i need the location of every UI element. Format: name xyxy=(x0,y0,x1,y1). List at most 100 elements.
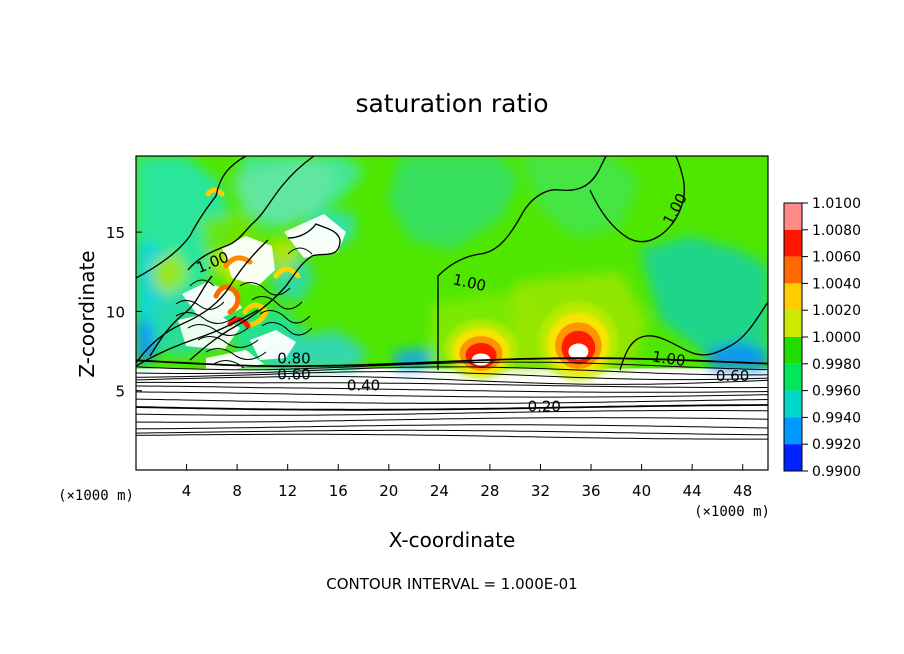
x-tick-label-48: 48 xyxy=(733,482,752,500)
contour-label-8: 0.20 xyxy=(528,397,561,415)
cloud-contour-6 xyxy=(239,281,291,296)
colorbar-segment-0 xyxy=(784,203,802,230)
colorbar-label-9: 0.9920 xyxy=(812,437,861,453)
colorbar-segment-1 xyxy=(784,229,802,257)
colorbar-segment-8 xyxy=(784,417,802,445)
contour-label-5: 0.60 xyxy=(277,366,310,384)
plot-area xyxy=(135,155,769,471)
cloud-color-detail-1 xyxy=(242,302,269,328)
x-tick-label-32: 32 xyxy=(531,482,550,500)
x-tick-label-44: 44 xyxy=(683,482,702,500)
horizontal-contour-11 xyxy=(136,417,768,423)
x-tick-label-16: 16 xyxy=(329,482,348,500)
colorbar-label-2: 1.0060 xyxy=(812,250,861,266)
heatmap-field xyxy=(136,156,768,470)
contour-label-4: 0.80 xyxy=(277,350,310,368)
x-tick-label-24: 24 xyxy=(430,482,449,500)
contour-line-2 xyxy=(149,275,213,357)
horizontal-contour-3 xyxy=(136,371,768,381)
horizontal-contour-5 xyxy=(136,381,768,389)
colorbar-segment-6 xyxy=(784,363,802,391)
hotspot-left xyxy=(444,319,519,380)
cloud-white-3 xyxy=(178,312,240,350)
x-tick-label-12: 12 xyxy=(278,482,297,500)
x-axis-title: X-coordinate xyxy=(389,528,516,552)
horizontal-contour-9 xyxy=(136,404,768,411)
cloud-contour-7 xyxy=(251,295,303,310)
color-field-blobs xyxy=(136,156,768,370)
contour-line-7 xyxy=(136,239,269,364)
contour-line-1 xyxy=(189,223,341,361)
colorbar-label-6: 0.9980 xyxy=(812,357,861,373)
y-tick-label-10: 10 xyxy=(106,303,125,321)
colorbar-segment-7 xyxy=(784,390,802,418)
contour-label-3: 1.00 xyxy=(651,348,687,370)
contour-label-6: 0.60 xyxy=(716,367,749,385)
horizontal-contour-2 xyxy=(136,366,768,376)
plot-frame xyxy=(135,155,769,471)
cloud-contour-8 xyxy=(259,309,311,324)
colorbar-segment-2 xyxy=(784,256,802,284)
color-blob-4 xyxy=(230,158,338,226)
cloud-contour-11 xyxy=(189,279,215,287)
cloud-contour-5 xyxy=(213,359,245,369)
cloud-white-5 xyxy=(250,330,296,360)
x-tick-label-8: 8 xyxy=(232,482,242,500)
horizontal-contour-4 xyxy=(136,375,768,385)
chart-title: saturation ratio xyxy=(355,89,548,118)
horizontal-contour-13 xyxy=(136,429,768,436)
horizontal-contour-1 xyxy=(136,361,768,371)
horizontal-contour-8 xyxy=(136,398,768,404)
color-blob-12 xyxy=(640,236,768,370)
horizontal-contour-6 xyxy=(136,385,768,393)
colorbar-label-10: 0.9900 xyxy=(812,464,861,480)
cloud-contour-10 xyxy=(287,247,313,255)
colorbar-label-8: 0.9940 xyxy=(812,410,861,426)
colorbar-segment-4 xyxy=(784,310,802,337)
cloud-color-detail-3 xyxy=(273,266,301,279)
cloud-white-2 xyxy=(284,214,346,258)
contour-line-4 xyxy=(437,156,607,371)
contour-label-7: 0.40 xyxy=(347,377,380,395)
cloud-contour-9 xyxy=(261,321,313,336)
y-tick-label-5: 5 xyxy=(115,383,125,401)
color-blob-11 xyxy=(520,156,640,238)
cloud-detail xyxy=(178,187,346,370)
contour-line-0 xyxy=(136,156,247,279)
cloud-color-detail-5 xyxy=(205,187,225,197)
color-blob-10 xyxy=(388,156,520,250)
colorbar-segment-5 xyxy=(784,337,802,364)
horizontal-contour-12 xyxy=(136,424,768,430)
cloud-contour-2 xyxy=(187,323,249,337)
colorbar-label-4: 1.0020 xyxy=(812,303,861,319)
x-tick-label-36: 36 xyxy=(581,482,600,500)
colorbar-label-7: 0.9960 xyxy=(812,384,861,400)
contour-line-5 xyxy=(589,156,686,243)
cloud-contour-0 xyxy=(175,299,225,311)
colorbar-label-3: 1.0040 xyxy=(812,276,861,292)
contour-lines xyxy=(136,156,768,440)
cloud-contour-4 xyxy=(205,347,267,361)
hotspot-right-white-core xyxy=(568,343,589,360)
colorbar-segment-9 xyxy=(784,444,802,471)
x-tick-label-20: 20 xyxy=(379,482,398,500)
contour-interval-label: CONTOUR INTERVAL = 1.000E-01 xyxy=(326,575,577,593)
colorbar: 1.0100 1.0080 1.0060 1.0040 1.0020 1.0000 0.99… xyxy=(783,196,861,480)
x-tick-label-40: 40 xyxy=(632,482,651,500)
x-unit-label: (×1000 m) xyxy=(694,504,770,520)
contour-line-3 xyxy=(187,156,315,271)
colorbar-label-5: 1.0000 xyxy=(812,330,861,346)
color-blob-19 xyxy=(265,236,300,274)
x-tick-label-28: 28 xyxy=(480,482,499,500)
x-tick-label-4: 4 xyxy=(182,482,192,500)
cloud-color-detail-0 xyxy=(213,284,241,315)
contour-line-6 xyxy=(619,301,768,371)
y-tick-label-15: 15 xyxy=(106,224,125,242)
y-unit-label: (×1000 m) xyxy=(58,488,134,504)
colorbar-segment-3 xyxy=(784,283,802,311)
horizontal-contour-7 xyxy=(136,391,768,398)
cloud-contour-1 xyxy=(175,311,237,325)
